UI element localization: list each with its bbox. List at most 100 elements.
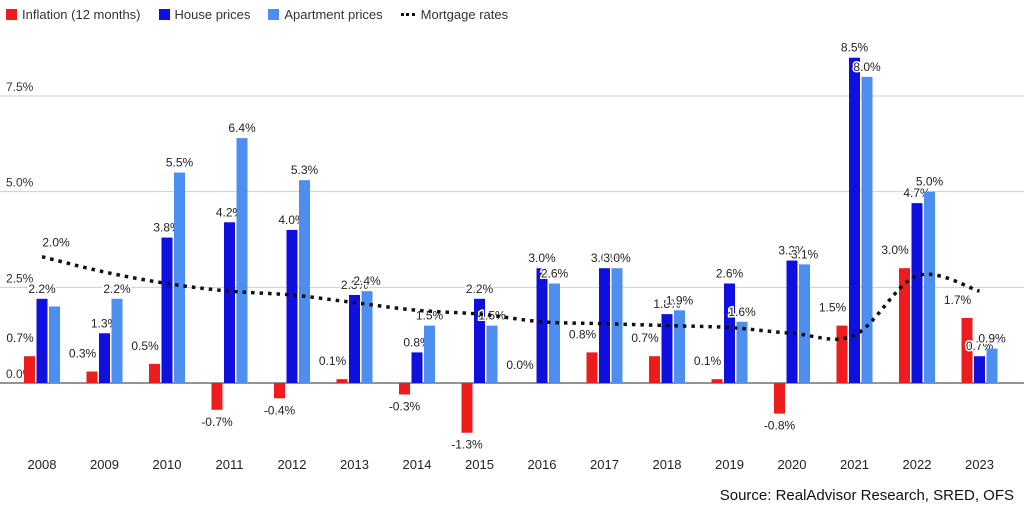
x-tick-label: 2016 xyxy=(528,457,557,472)
bar-house-prices xyxy=(536,268,548,383)
legend-item-0: Inflation (12 months) xyxy=(6,7,141,22)
data-label: 0.9% xyxy=(978,332,1006,346)
bar-inflation-months- xyxy=(149,363,160,383)
data-label: 0.1% xyxy=(319,354,347,368)
data-label: 6.4% xyxy=(228,121,256,135)
bar-inflation-months- xyxy=(961,317,973,383)
legend-label: Apartment prices xyxy=(284,6,383,22)
data-label: 3.0% xyxy=(881,243,909,257)
data-label: 2.6% xyxy=(541,267,569,281)
bar-apartment-prices xyxy=(986,348,998,383)
data-label: 3.0% xyxy=(528,251,556,265)
x-tick-label: 2013 xyxy=(340,457,369,472)
legend-item-3: Mortgage rates xyxy=(400,6,509,22)
x-tick-label: 2017 xyxy=(590,457,619,472)
data-label: 5.3% xyxy=(291,163,319,177)
x-tick-label: 2011 xyxy=(216,457,244,472)
data-label: 2.2% xyxy=(28,282,56,296)
x-tick-label: 2018 xyxy=(653,457,682,472)
y-tick-label: 7.5% xyxy=(6,80,34,94)
x-tick-label: 2023 xyxy=(965,457,994,472)
data-label: 8.5% xyxy=(841,41,869,55)
data-label: -0.3% xyxy=(389,399,421,413)
data-label: 3.2% xyxy=(778,244,806,258)
bar-apartment-prices xyxy=(674,310,685,383)
data-label: 0.5% xyxy=(131,339,159,353)
data-label: 3.0% xyxy=(591,251,619,265)
bar-apartment-prices xyxy=(924,191,935,383)
legend-item-2: Apartment prices xyxy=(268,6,383,22)
bar-inflation-months- xyxy=(899,268,910,383)
x-tick-label: 2020 xyxy=(778,457,807,472)
legend-label: Inflation (12 months) xyxy=(22,6,141,22)
y-tick-label: 5.0% xyxy=(6,176,34,190)
bar-apartment-prices xyxy=(361,291,373,383)
bar-house-prices xyxy=(599,268,610,383)
bar-house-prices xyxy=(349,294,360,383)
data-label: 0.8% xyxy=(569,327,597,341)
legend-swatch xyxy=(6,8,17,20)
legend-label: House prices xyxy=(174,6,251,22)
chart-legend: Inflation (12 months) House prices Apartme… xyxy=(6,4,526,24)
bar-apartment-prices xyxy=(549,283,560,383)
data-label: -1.3% xyxy=(451,438,483,452)
x-tick-label: 2008 xyxy=(28,457,57,472)
legend-swatch xyxy=(158,8,170,20)
data-label: -0.4% xyxy=(264,403,296,417)
data-label: 2.2% xyxy=(103,282,131,296)
bar-apartment-prices xyxy=(861,76,873,383)
bar-inflation-months- xyxy=(336,379,348,383)
data-label: 2.6% xyxy=(716,267,744,281)
x-tick-label: 2012 xyxy=(278,457,307,472)
legend-swatch xyxy=(268,8,280,20)
data-label: 0.7% xyxy=(6,331,34,345)
y-tick-label: 2.5% xyxy=(6,271,34,285)
data-label: 2.4% xyxy=(353,274,381,288)
data-label: 0.7% xyxy=(631,331,659,345)
bar-inflation-months- xyxy=(399,383,410,395)
data-label: 1.5% xyxy=(478,309,506,323)
x-tick-label: 2021 xyxy=(840,457,869,472)
bar-house-prices xyxy=(161,237,173,383)
bar-inflation-months- xyxy=(211,383,223,410)
data-label: 3.0% xyxy=(603,251,631,265)
bar-house-prices xyxy=(849,57,860,383)
bar-inflation-months- xyxy=(774,383,785,414)
bar-house-prices xyxy=(724,283,735,383)
bar-house-prices xyxy=(786,260,798,383)
data-label: 1.8% xyxy=(653,297,681,311)
bar-inflation-months- xyxy=(24,356,35,383)
bar-inflation-months- xyxy=(461,383,473,433)
bar-inflation-months- xyxy=(586,352,598,383)
data-label: 0.3% xyxy=(69,347,97,361)
data-label: 1.7% xyxy=(944,293,972,307)
data-label: 5.0% xyxy=(916,175,944,189)
data-label: 0.1% xyxy=(694,354,722,368)
bar-apartment-prices xyxy=(49,306,60,383)
bar-house-prices xyxy=(36,298,48,383)
bar-inflation-months- xyxy=(836,325,848,383)
legend-item-1: House prices xyxy=(158,6,251,22)
bar-inflation-months- xyxy=(711,379,723,383)
bar-apartment-prices xyxy=(424,325,435,383)
legend-swatch xyxy=(400,12,415,16)
data-label: 0.0% xyxy=(506,358,534,372)
data-label: -0.7% xyxy=(201,415,233,429)
data-label: 1.5% xyxy=(819,301,847,315)
bar-apartment-prices xyxy=(799,264,810,383)
bar-inflation-months- xyxy=(274,383,285,399)
x-tick-label: 2014 xyxy=(403,457,432,472)
source-note: Source: RealAdvisor Research, SRED, OFS xyxy=(719,487,1014,504)
data-label: 2.3% xyxy=(341,278,369,292)
bar-house-prices xyxy=(974,356,985,383)
bar-apartment-prices xyxy=(299,180,310,383)
bar-apartment-prices xyxy=(736,321,748,383)
data-label: 3.1% xyxy=(791,247,819,261)
x-tick-label: 2009 xyxy=(90,457,119,472)
line-data-label: 2.0% xyxy=(42,236,70,250)
bar-house-prices xyxy=(286,229,298,383)
data-label: -0.8% xyxy=(764,419,796,433)
bar-house-prices xyxy=(99,333,110,383)
legend-label: Mortgage rates xyxy=(420,6,509,22)
x-tick-label: 2019 xyxy=(715,457,744,472)
